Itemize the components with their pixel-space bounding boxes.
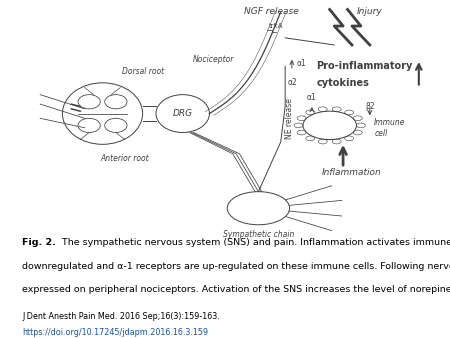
Text: Fig. 2.: Fig. 2. — [22, 239, 56, 247]
Text: https://doi.org/10.17245/jdapm.2016.16.3.159: https://doi.org/10.17245/jdapm.2016.16.3… — [22, 328, 208, 337]
Text: Sympathetic chain: Sympathetic chain — [223, 230, 294, 239]
Text: NGF release: NGF release — [244, 7, 299, 16]
Text: J Dent Anesth Pain Med. 2016 Sep;16(3):159-163.: J Dent Anesth Pain Med. 2016 Sep;16(3):1… — [22, 312, 220, 321]
Text: downregulated and α-1 receptors are up-regulated on these immune cells. Followin: downregulated and α-1 receptors are up-r… — [22, 262, 450, 270]
Text: Inflammation: Inflammation — [322, 168, 382, 177]
Text: DRG: DRG — [173, 109, 193, 118]
Text: Injury: Injury — [357, 7, 382, 16]
Text: expressed on peripheral nociceptors. Activation of the SNS increases the level o: expressed on peripheral nociceptors. Act… — [22, 285, 450, 294]
Text: β2: β2 — [365, 102, 375, 111]
Text: The sympathetic nervous system (SNS) and pain. Inflammation activates immune den: The sympathetic nervous system (SNS) and… — [59, 239, 450, 247]
Text: Anterior root: Anterior root — [100, 154, 149, 163]
Text: α1: α1 — [296, 59, 306, 68]
Text: Pro-inflammatory: Pro-inflammatory — [316, 61, 413, 71]
Text: α2: α2 — [288, 78, 297, 87]
Text: NE release: NE release — [285, 98, 294, 139]
Text: Dorsal root: Dorsal root — [122, 67, 164, 76]
Text: trkA: trkA — [269, 23, 284, 29]
Text: Nociceptor: Nociceptor — [193, 55, 234, 64]
Text: cytokines: cytokines — [316, 78, 369, 88]
Text: Immune
cell: Immune cell — [374, 118, 406, 138]
Text: α1: α1 — [307, 93, 317, 102]
